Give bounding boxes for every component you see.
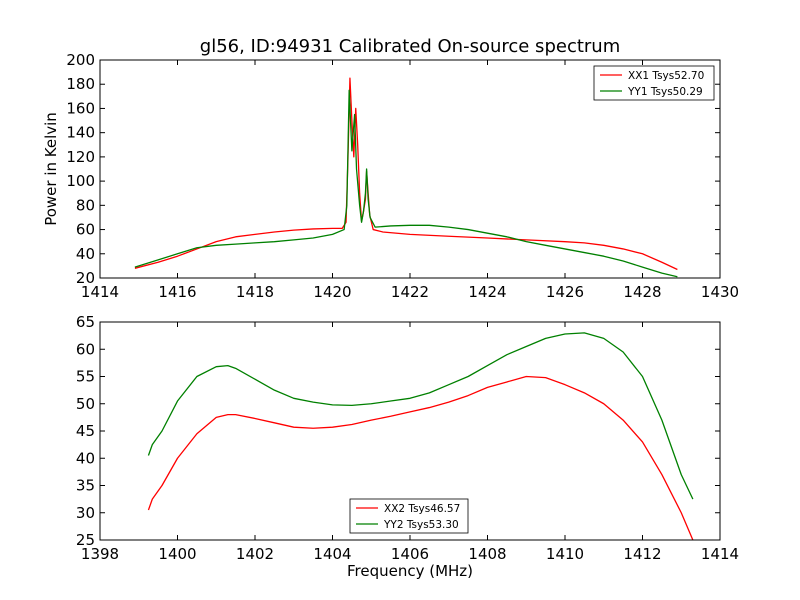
y-tick-label: 200 (66, 51, 95, 69)
legend-label: XX2 Tsys46.57 (384, 503, 460, 515)
y-tick-label: 80 (76, 196, 95, 214)
y-tick-label: 50 (76, 395, 95, 413)
y-tick-label: 20 (76, 269, 95, 287)
bottom-panel: 1398 1400 1402 1404 1406 1408 1410 1412 1414 25 30… (76, 313, 739, 580)
y-tick-label: 100 (66, 172, 95, 190)
legend-box (593, 65, 715, 101)
x-tick-label: 1404 (313, 545, 351, 563)
x-tick-label: 1428 (623, 283, 661, 301)
x-tick-label: 1424 (468, 283, 506, 301)
x-tick-label: 1412 (623, 545, 661, 563)
x-tick-label: 1400 (158, 545, 196, 563)
x-tick-label: 1408 (468, 545, 506, 563)
y-tick-label: 60 (76, 340, 95, 358)
series-line-yy1 (134, 89, 678, 278)
series-line-yy2 (147, 332, 694, 500)
x-tick-label: 1414 (81, 283, 119, 301)
x-tick-label: 1414 (701, 545, 739, 563)
top-panel: 1414 1416 1418 1420 1422 1424 1426 1428 1430 20 40… (42, 51, 739, 301)
y-tick-label: 140 (66, 124, 95, 142)
legend-label: YY2 Tsys53.30 (383, 519, 459, 531)
x-tick-label: 1410 (546, 545, 584, 563)
x-tick-label: 1418 (236, 283, 274, 301)
y-axis-label: Power in Kelvin (42, 112, 60, 226)
y-tick-label: 55 (76, 368, 95, 386)
y-tick-label: 40 (76, 245, 95, 263)
chart-title: gl56, ID:94931 Calibrated On-source spec… (200, 36, 620, 57)
y-tick-label: 180 (66, 75, 95, 93)
x-tick-label: 1430 (701, 283, 739, 301)
legend-label: XX1 Tsys52.70 (628, 70, 704, 82)
y-tick-label: 25 (76, 531, 95, 549)
legend-label: YY1 Tsys50.29 (627, 86, 703, 98)
y-tick-label: 45 (76, 422, 95, 440)
series-line-xx2 (147, 375, 694, 540)
y-tick-label: 120 (66, 148, 95, 166)
x-tick-label: 1422 (391, 283, 429, 301)
x-tick-label: 1420 (313, 283, 351, 301)
y-tick-label: 65 (76, 313, 95, 331)
x-tick-label: 1406 (391, 545, 429, 563)
y-tick-label: 30 (76, 504, 95, 522)
y-tick-label: 35 (76, 477, 95, 495)
x-tick-label: 1398 (81, 545, 119, 563)
x-axis-label: Frequency (MHz) (347, 562, 473, 580)
series-line-xx1 (134, 77, 678, 271)
y-tick-label: 160 (66, 99, 95, 117)
y-tick-label: 60 (76, 221, 95, 239)
x-tick-label: 1402 (236, 545, 274, 563)
x-tick-label: 1416 (158, 283, 196, 301)
y-tick-label: 40 (76, 449, 95, 467)
x-tick-label: 1426 (546, 283, 584, 301)
legend-box (349, 498, 469, 534)
